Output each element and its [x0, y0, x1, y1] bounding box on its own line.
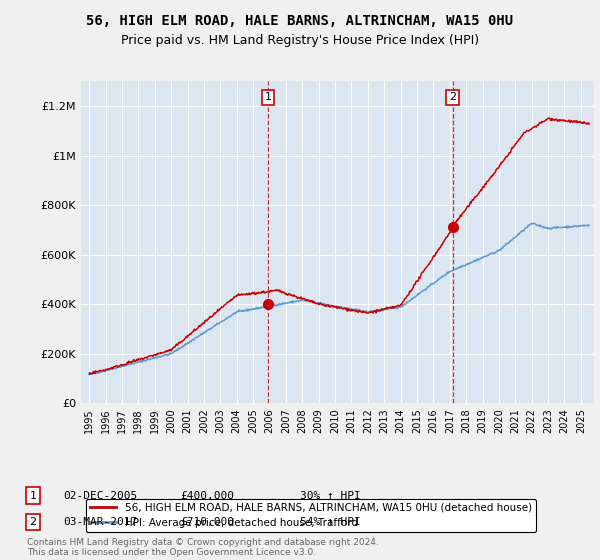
Text: 2: 2 — [449, 92, 456, 102]
Text: £400,000: £400,000 — [180, 491, 234, 501]
Text: 03-MAR-2017: 03-MAR-2017 — [63, 517, 137, 527]
Text: 1: 1 — [265, 92, 272, 102]
Text: 02-DEC-2005: 02-DEC-2005 — [63, 491, 137, 501]
Legend: 56, HIGH ELM ROAD, HALE BARNS, ALTRINCHAM, WA15 0HU (detached house), HPI: Avera: 56, HIGH ELM ROAD, HALE BARNS, ALTRINCHA… — [86, 498, 536, 532]
Text: 1: 1 — [29, 491, 37, 501]
Text: Contains HM Land Registry data © Crown copyright and database right 2024.
This d: Contains HM Land Registry data © Crown c… — [27, 538, 379, 557]
Text: £710,000: £710,000 — [180, 517, 234, 527]
Text: 30% ↑ HPI: 30% ↑ HPI — [300, 491, 361, 501]
Text: 56, HIGH ELM ROAD, HALE BARNS, ALTRINCHAM, WA15 0HU: 56, HIGH ELM ROAD, HALE BARNS, ALTRINCHA… — [86, 14, 514, 28]
Text: 54% ↑ HPI: 54% ↑ HPI — [300, 517, 361, 527]
Text: 2: 2 — [29, 517, 37, 527]
Text: Price paid vs. HM Land Registry's House Price Index (HPI): Price paid vs. HM Land Registry's House … — [121, 34, 479, 46]
